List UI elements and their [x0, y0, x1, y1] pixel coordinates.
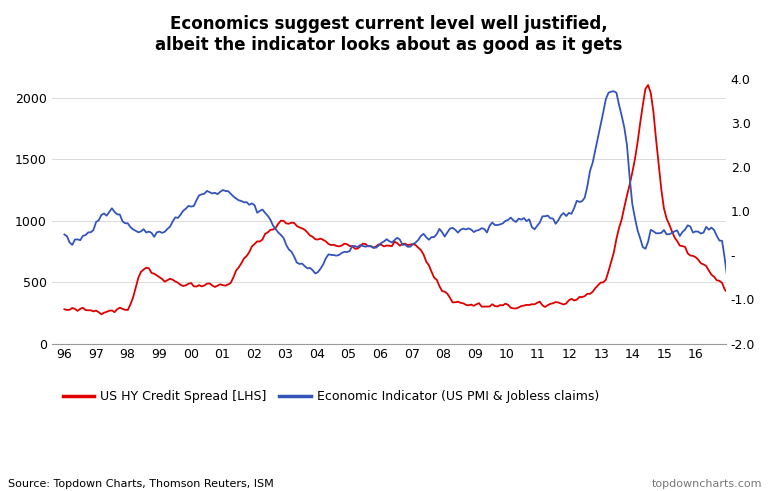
Title: Economics suggest current level well justified,
albeit the indicator looks about: Economics suggest current level well jus…: [155, 15, 622, 54]
Legend: US HY Credit Spread [LHS], Economic Indicator (US PMI & Jobless claims): US HY Credit Spread [LHS], Economic Indi…: [58, 385, 604, 408]
Text: topdowncharts.com: topdowncharts.com: [651, 479, 762, 489]
Text: Source: Topdown Charts, Thomson Reuters, ISM: Source: Topdown Charts, Thomson Reuters,…: [8, 479, 273, 489]
